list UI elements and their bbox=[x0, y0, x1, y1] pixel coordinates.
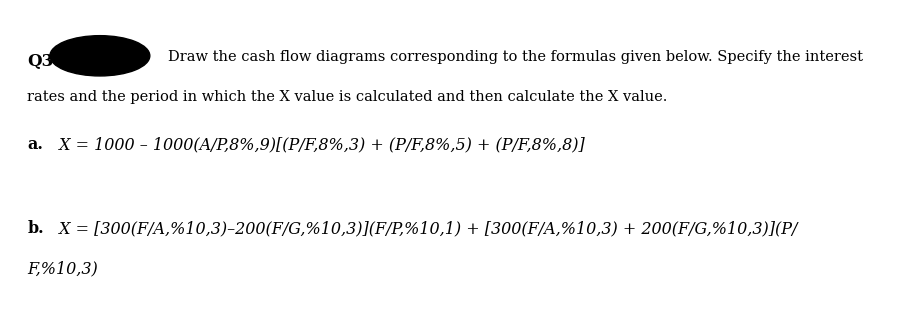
Text: rates and the period in which the X value is calculated and then calculate the X: rates and the period in which the X valu… bbox=[27, 90, 667, 104]
Text: a.: a. bbox=[27, 136, 43, 153]
Text: X = 1000 – 1000(A/P,8%,9)[(P/F,8%,3) + (P/F,8%,5) + (P/F,8%,8)]: X = 1000 – 1000(A/P,8%,9)[(P/F,8%,3) + (… bbox=[54, 136, 586, 153]
Text: b.: b. bbox=[27, 220, 44, 237]
Text: Draw the cash flow diagrams corresponding to the formulas given below. Specify t: Draw the cash flow diagrams correspondin… bbox=[168, 50, 863, 64]
Ellipse shape bbox=[50, 36, 150, 76]
Text: X = [300(F/A,%10,3)–200(F/G,%10,3)](F/P,%10,1) + [300(F/A,%10,3) + 200(F/G,%10,3: X = [300(F/A,%10,3)–200(F/G,%10,3)](F/P,… bbox=[54, 220, 798, 237]
Text: F,%10,3): F,%10,3) bbox=[27, 260, 98, 277]
Text: Q3: Q3 bbox=[27, 53, 54, 70]
